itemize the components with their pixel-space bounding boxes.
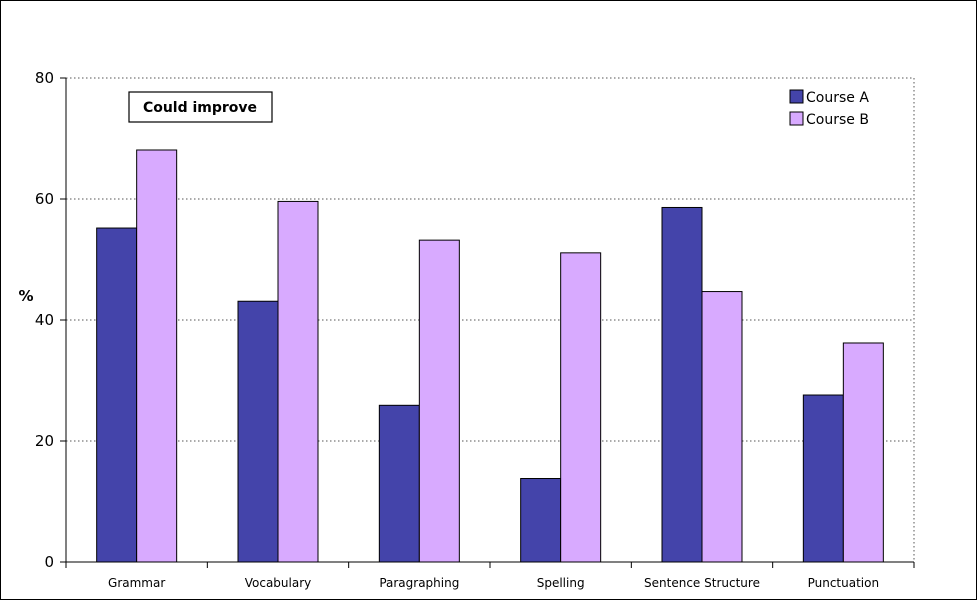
bar-course-a-grammar: [96, 227, 138, 563]
x-category-label: Vocabulary: [245, 576, 312, 590]
x-category-label: Sentence Structure: [644, 576, 760, 590]
legend-swatch: [789, 89, 804, 104]
legend-label: Course B: [806, 112, 869, 128]
y-tick-label: 60: [35, 190, 54, 208]
bar-course-a-punctuation: [802, 394, 844, 563]
bar-course-b-grammar: [136, 149, 178, 563]
x-category-label: Punctuation: [808, 576, 879, 590]
annotation-text: Could improve: [143, 100, 257, 116]
bar-course-a-sentence-structure: [661, 206, 703, 563]
bar-course-b-paragraphing: [418, 239, 460, 563]
x-category-label: Grammar: [108, 576, 165, 590]
bar-course-b-vocabulary: [277, 200, 319, 563]
x-category-label: Spelling: [537, 576, 585, 590]
legend-swatch: [789, 111, 804, 126]
bar-course-a-vocabulary: [237, 300, 279, 563]
y-tick-label: 20: [35, 432, 54, 450]
bar-course-b-sentence-structure: [701, 291, 743, 563]
legend-label: Course A: [806, 90, 869, 106]
bar-course-b-punctuation: [842, 342, 884, 563]
legend: Course A Course B: [789, 89, 869, 128]
y-axis-label: %: [18, 287, 33, 305]
bar-course-a-paragraphing: [378, 404, 420, 563]
x-category-label: Paragraphing: [379, 576, 459, 590]
annotation-box: Could improve: [128, 91, 273, 123]
bar-course-b-spelling: [560, 252, 602, 563]
y-tick-label: 80: [35, 69, 54, 87]
y-tick-label: 0: [44, 553, 54, 571]
y-tick-label: 40: [35, 311, 54, 329]
bar-course-a-spelling: [520, 478, 562, 563]
